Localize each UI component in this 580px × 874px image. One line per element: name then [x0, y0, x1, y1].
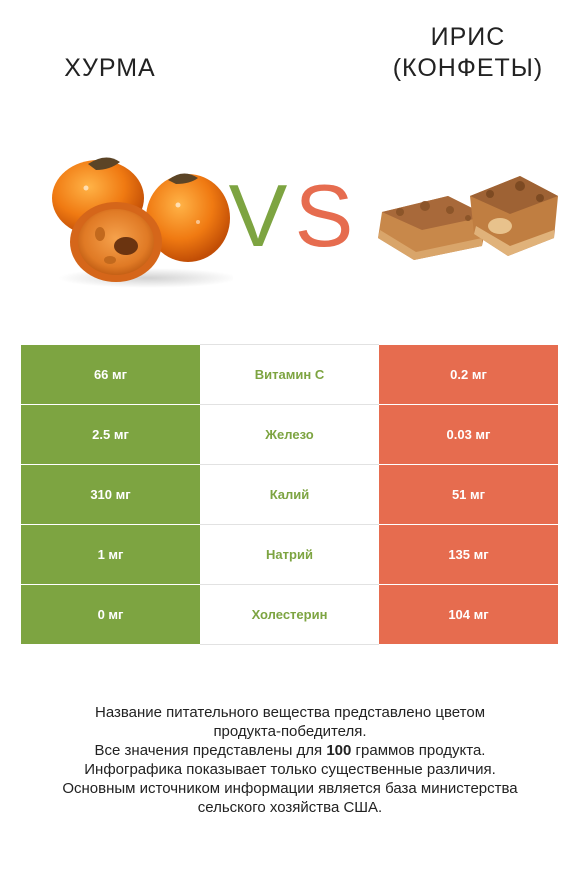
- table-row: 2.5 мг Железо 0.03 мг: [21, 404, 558, 465]
- nutrient-name-cell: Железо: [200, 404, 379, 465]
- vs-letter-s: S: [295, 168, 354, 258]
- right-product-name-line1: ИРИС: [430, 23, 506, 51]
- left-value-cell: 310 мг: [21, 464, 200, 525]
- nutrient-name-cell: Натрий: [200, 524, 379, 585]
- footnote-line2: продукта-победителя.: [213, 723, 367, 740]
- vs-letter-v: V: [229, 168, 288, 258]
- left-value-cell: 1 мг: [21, 524, 200, 585]
- left-value-cell: 2.5 мг: [21, 404, 200, 465]
- left-value-cell: 66 мг: [21, 344, 200, 405]
- footnote-line1: Название питательного вещества представл…: [94, 704, 486, 721]
- nutrient-comparison-table: 66 мг Витамин C 0.2 мг 2.5 мг Железо 0.03 мг 3…: [21, 344, 558, 645]
- left-value-cell: 0 мг: [21, 584, 200, 645]
- left-product-name: ХУРМА: [64, 54, 156, 82]
- nutrient-name-cell: Калий: [200, 464, 379, 525]
- nutrient-name-cell: Холестерин: [200, 584, 379, 645]
- table-row: 66 мг Витамин C 0.2 мг: [21, 344, 558, 405]
- toffee-candy-image: [370, 168, 565, 268]
- vs-label: V S: [229, 168, 354, 258]
- left-product-title: ХУРМА: [20, 53, 200, 84]
- footnote-line3-post: граммов продукта.: [351, 742, 486, 759]
- footnote-line5: Основным источником информации является …: [62, 780, 518, 797]
- table-row: 0 мг Холестерин 104 мг: [21, 584, 558, 645]
- right-value-cell: 51 мг: [379, 464, 558, 525]
- footnote-line3: Все значения представлены для 100 граммо…: [20, 741, 560, 760]
- right-value-cell: 0.03 мг: [379, 404, 558, 465]
- right-product-title: ИРИС (КОНФЕТЫ): [368, 22, 568, 84]
- right-value-cell: 135 мг: [379, 524, 558, 585]
- persimmon-image: [48, 150, 238, 290]
- nutrient-name-cell: Витамин C: [200, 344, 379, 405]
- footnote-line3-amount: 100: [326, 742, 352, 759]
- footnote-line4: Инфографика показывает только существенн…: [84, 761, 496, 778]
- footnote: Название питательного вещества представл…: [20, 703, 560, 817]
- right-value-cell: 0.2 мг: [379, 344, 558, 405]
- footnote-line6: сельского хозяйства США.: [197, 799, 383, 816]
- right-product-name-line2: (КОНФЕТЫ): [392, 54, 544, 82]
- table-row: 310 мг Калий 51 мг: [21, 464, 558, 525]
- right-value-cell: 104 мг: [379, 584, 558, 645]
- footnote-line3-pre: Все значения представлены для: [94, 742, 327, 759]
- table-row: 1 мг Натрий 135 мг: [21, 524, 558, 585]
